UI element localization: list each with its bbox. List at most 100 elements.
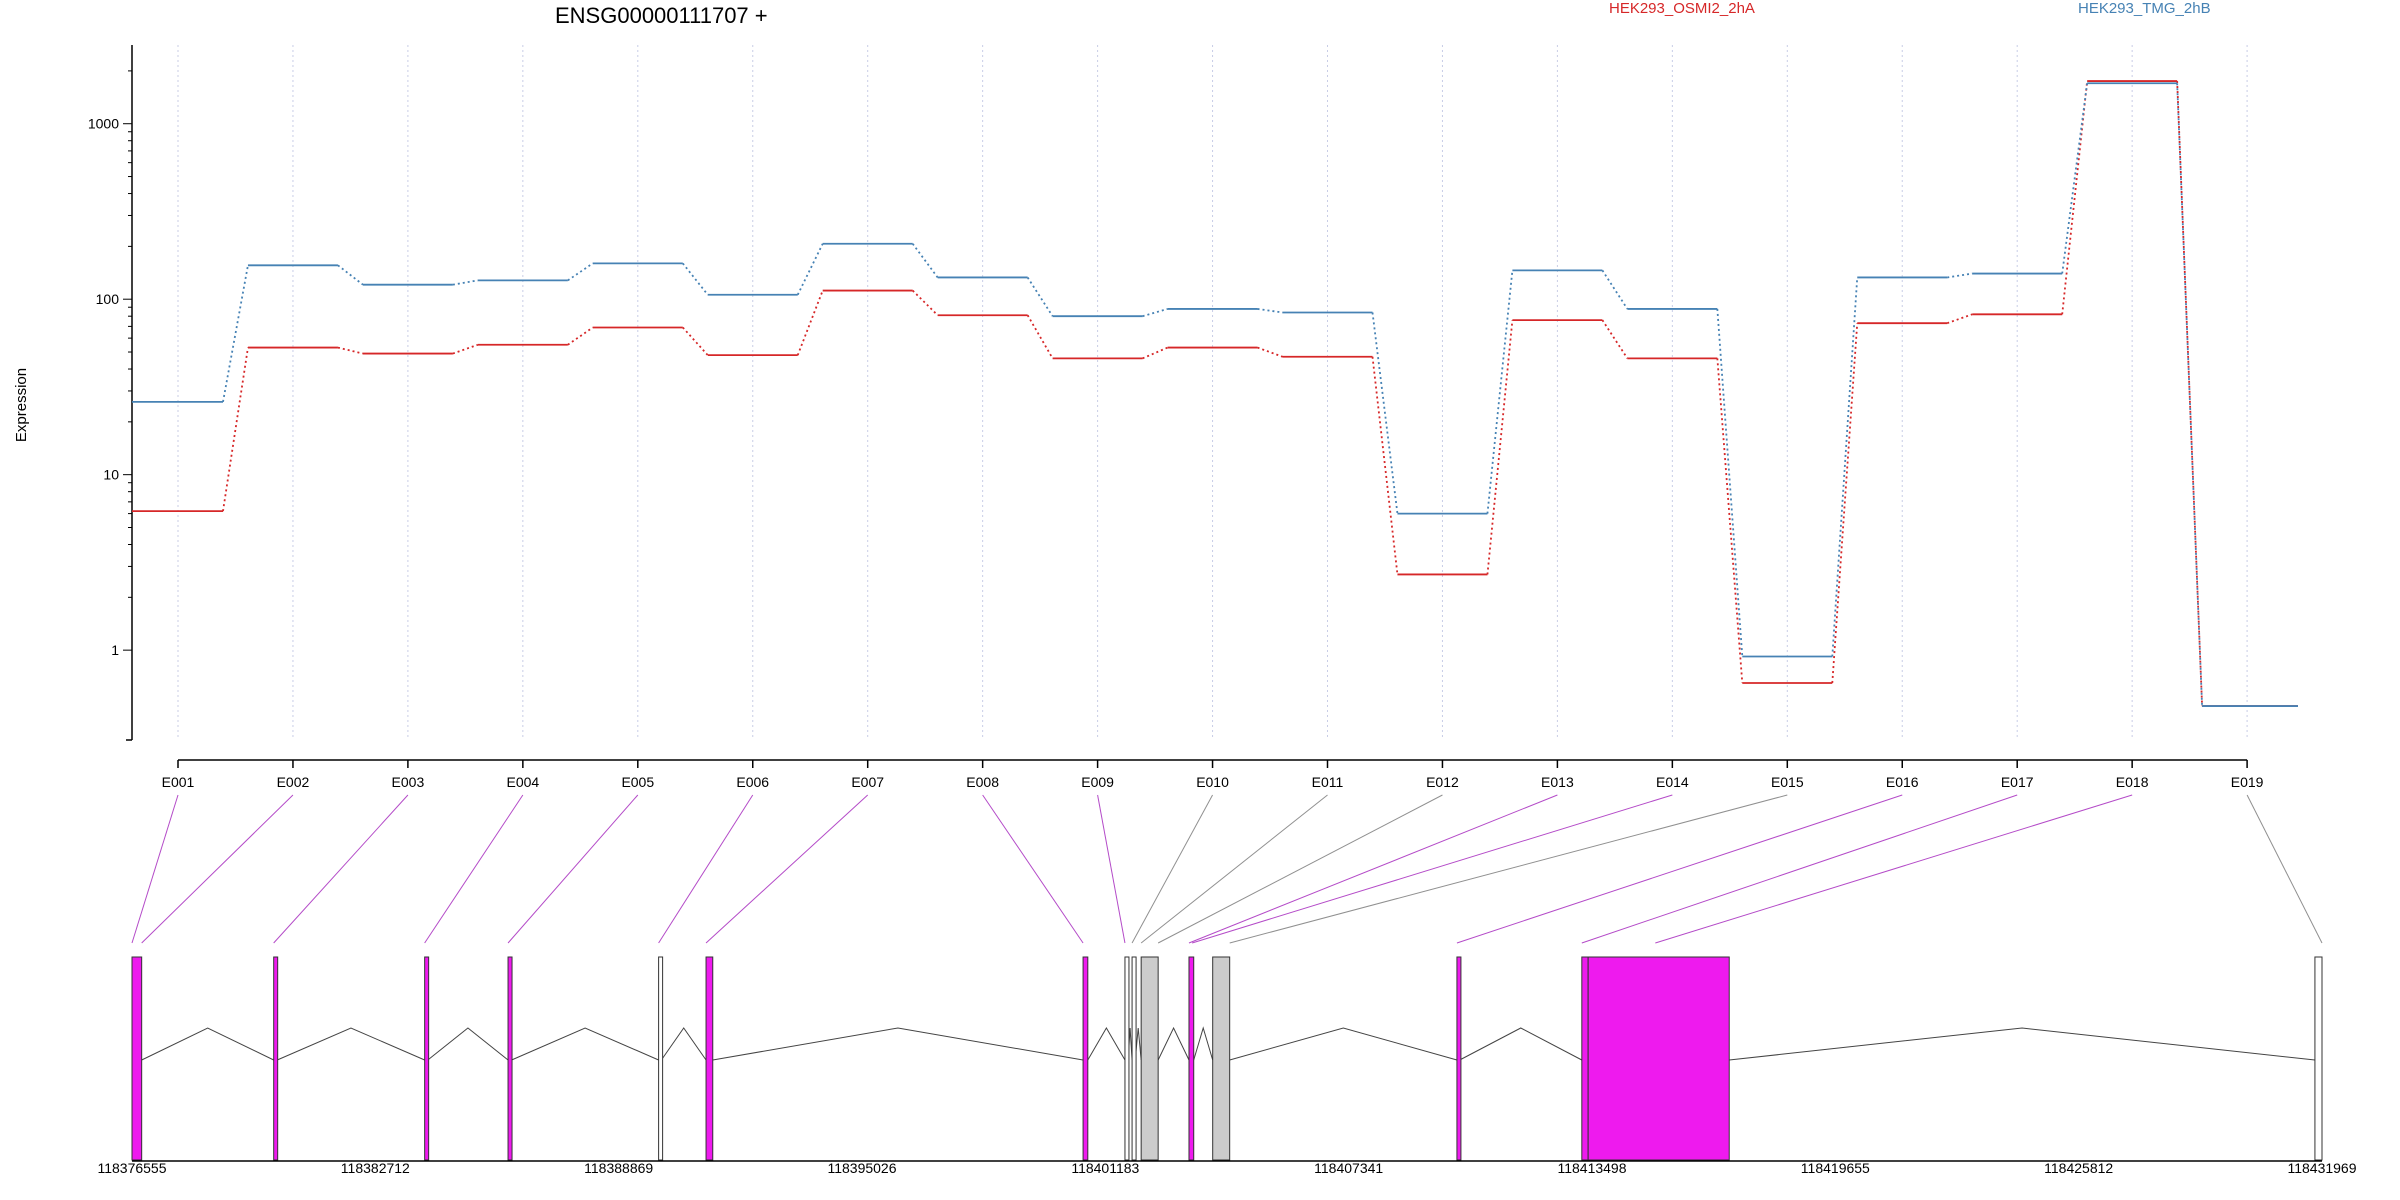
x-tick-label-e014: E014 [1656,774,1689,790]
y-tick-label: 1000 [88,116,119,132]
series-2-connector [1371,312,1399,514]
gene-exon-e011 [1188,956,1195,1161]
intron [1157,1026,1190,1061]
x-tick-label-e016: E016 [1886,774,1919,790]
coordinate-label: 118395026 [827,1160,896,1176]
gene-exon-e003 [424,956,430,1161]
series-line-2 [132,82,2298,707]
series-2-connector [2061,83,2089,274]
x-tick-label-e001: E001 [162,774,195,790]
series-1-connector [2176,81,2203,707]
series-1-connector [1486,320,1514,575]
intron [660,1027,707,1061]
connector-e014 [1191,794,1673,944]
intron [1087,1027,1126,1061]
y-tick-label: 100 [96,291,120,307]
x-tick-label-e009: E009 [1081,774,1114,790]
series-2-connector [1486,270,1514,514]
series-1-connector [682,326,709,356]
x-tick-label-e012: E012 [1426,774,1459,790]
connector-e001 [131,794,179,944]
series-2-connector [911,243,939,278]
connector-e003 [273,794,409,944]
connector-e006 [658,794,754,944]
series-2-connector [1716,308,1744,657]
series-2-connector [1947,272,1973,279]
x-tick-label-e019: E019 [2231,774,2264,790]
series-2-connector [1142,308,1168,318]
gene-exon-e009 [1131,956,1137,1161]
x-tick-label-e011: E011 [1312,774,1344,790]
series-1-connector [1142,346,1168,360]
connector-e002 [141,794,294,944]
x-tick-label-e002: E002 [277,774,310,790]
gene-exon-e007 [1082,956,1089,1161]
series-1-connector [452,343,479,355]
connector-e017 [1581,794,2018,944]
series-1-connector [912,289,939,316]
series-1-connector [1601,319,1629,359]
gene-exon-e006 [705,956,714,1161]
exon-connector-lines [131,794,2323,944]
series-1-connector [796,290,824,356]
gene-exon-e010 [1140,956,1159,1161]
x-tick-label-e013: E013 [1541,774,1574,790]
gene-exon-e016 [2314,956,2323,1161]
x-tick-label-e015: E015 [1771,774,1804,790]
gene-exon-e004 [507,956,513,1161]
intron [1193,1026,1214,1061]
series-1-connector [1831,323,1859,684]
intron [1229,1027,1458,1061]
connector-e016 [1456,794,1903,944]
gene-exon-e014 [1581,956,1589,1161]
x-tick-label-e006: E006 [736,774,769,790]
coordinate-label: 118413498 [1557,1160,1626,1176]
series-1-connector [1257,346,1283,358]
series-1-connector [1716,358,1744,684]
series-1-connector [1026,314,1054,359]
series-1-connector [2061,80,2089,315]
x-tick-label-e003: E003 [392,774,425,790]
series-2-connector [222,265,249,403]
series-2-connector [567,262,594,282]
x-tick-label-e005: E005 [621,774,654,790]
connector-e005 [507,794,639,944]
coordinate-label: 118425812 [2044,1160,2113,1176]
series-1-connector [222,347,249,512]
gene-exon-e005 [658,956,664,1161]
coordinate-label: 118382712 [341,1160,410,1176]
series-2-connector [337,264,364,286]
connector-e012 [1157,794,1443,944]
intron [1459,1027,1583,1061]
intron [511,1027,659,1061]
coordinate-label: 118407341 [1314,1160,1383,1176]
y-tick-label: 10 [103,467,119,483]
coordinate-label: 118419655 [1801,1160,1870,1176]
y-axis-label: Expression [13,368,30,442]
x-tick-label-e010: E010 [1196,774,1229,790]
legend-series-2: HEK293_TMG_2hB [2078,0,2211,17]
connector-e015 [1229,794,1788,944]
gene-model: 118376555 118382712 118388869 118395026 1184… [97,956,2357,1176]
expression-plot: 1 10 100 1000 E001 E002 E003 E004 E005 E006 E007 E0… [88,45,2298,790]
x-tick-label-e007: E007 [851,774,884,790]
x-tick-label-e017: E017 [2001,774,2034,790]
intron [1729,1027,2315,1061]
intron [141,1027,274,1061]
gene-exon-e002 [273,956,279,1161]
connector-e007 [705,794,869,944]
intron [712,1027,1084,1061]
connector-e011 [1140,794,1328,944]
intron [427,1027,509,1061]
series-2-connector [796,243,824,296]
series-1-connector [567,326,594,346]
series-2-connector [1831,277,1859,657]
gene-exon-e015 [1587,956,1730,1161]
connector-e008 [982,794,1084,944]
series-2-connector [452,279,479,286]
gene-exon-e012 [1212,956,1231,1161]
chart-title: ENSG00000111707 + [555,3,768,28]
coordinate-label: 118401183 [1071,1160,1139,1176]
series-1-connector [1946,313,1973,325]
